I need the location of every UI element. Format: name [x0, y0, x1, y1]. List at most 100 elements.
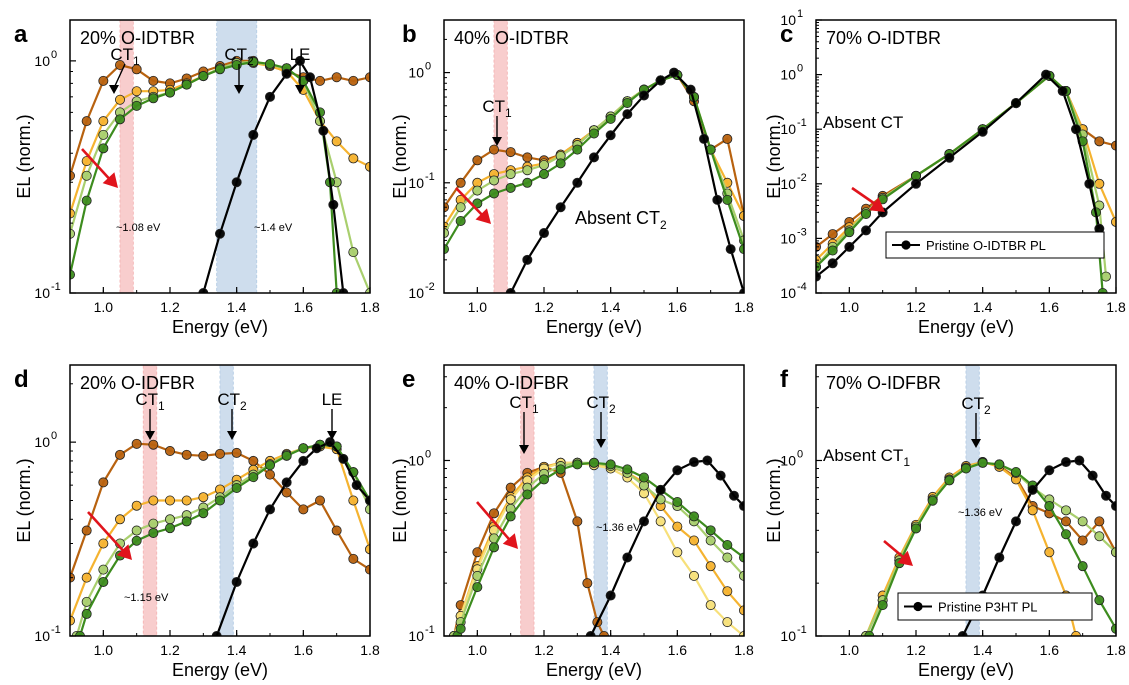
- annotation-label: LE: [290, 45, 311, 64]
- data-point: [1044, 501, 1055, 512]
- data-point: [148, 495, 159, 506]
- data-point: [877, 600, 888, 611]
- data-point: [164, 87, 175, 98]
- data-point: [1094, 531, 1105, 542]
- data-point: [712, 194, 723, 205]
- x-axis-label: Energy (eV): [918, 660, 1014, 680]
- data-point: [1101, 490, 1112, 501]
- plot-frame: [815, 364, 1117, 637]
- annotation-subscript: 2: [984, 403, 991, 417]
- legend-label: Pristine O-IDTBR PL: [926, 238, 1046, 253]
- data-point: [348, 247, 359, 258]
- series-line-1: [452, 465, 605, 636]
- data-point: [705, 561, 716, 572]
- annotation-arrow-head: [145, 431, 155, 440]
- annotation-arrow-head: [492, 137, 502, 146]
- data-point: [298, 504, 309, 515]
- data-point: [488, 175, 499, 186]
- x-tick-label: 1.4: [227, 642, 247, 658]
- data-point: [1061, 529, 1072, 540]
- annotation-label: LE: [322, 390, 343, 409]
- y-axis-label: EL (norm.): [390, 114, 410, 198]
- data-point: [1111, 140, 1116, 151]
- data-point: [622, 464, 633, 475]
- data-point: [522, 152, 533, 163]
- data-point: [927, 495, 938, 506]
- legend-marker: [901, 240, 911, 250]
- data-point: [599, 631, 609, 636]
- data-point: [672, 465, 683, 476]
- data-point: [864, 631, 875, 636]
- data-point: [705, 525, 716, 536]
- data-point: [181, 449, 192, 460]
- data-point: [827, 258, 838, 269]
- data-point: [115, 114, 126, 125]
- y-tick-label: 10: [34, 628, 50, 644]
- y-tick-exponent: -1: [51, 624, 61, 636]
- x-tick-label: 1.4: [601, 299, 621, 315]
- x-tick-label: 1.0: [468, 642, 488, 658]
- data-point: [314, 495, 325, 506]
- annotation-label: CT1: [110, 45, 140, 68]
- data-point: [725, 244, 736, 255]
- data-point: [722, 617, 733, 628]
- data-point: [977, 126, 988, 137]
- data-point: [131, 86, 142, 97]
- panel-title: 70% O-IDTBR: [826, 28, 941, 48]
- data-point: [248, 129, 259, 140]
- plot-frame: [443, 364, 745, 637]
- data-point: [98, 75, 109, 86]
- data-point: [572, 144, 583, 155]
- data-point: [181, 495, 192, 506]
- data-point: [572, 177, 583, 188]
- data-point: [214, 228, 225, 239]
- data-point: [957, 631, 968, 636]
- y-tick-label: 10: [34, 53, 50, 69]
- data-point: [148, 439, 159, 450]
- absent-label: Absent CT1: [823, 446, 910, 469]
- x-tick-label: 1.2: [906, 642, 926, 658]
- data-point: [311, 443, 322, 454]
- series-line-2: [864, 460, 1078, 636]
- data-point: [827, 245, 838, 256]
- data-point: [715, 470, 726, 481]
- data-point: [861, 225, 872, 236]
- panel-letter: f: [780, 366, 789, 393]
- data-point: [539, 160, 550, 171]
- y-tick-label: 10: [408, 452, 424, 468]
- annotation-label: CT2: [586, 393, 616, 416]
- annotation-arrow-head: [327, 431, 337, 440]
- data-point: [298, 443, 309, 454]
- series-line-4: [816, 74, 1104, 293]
- series-line-4: [868, 461, 1116, 636]
- legend-label: Pristine P3HT PL: [938, 600, 1037, 615]
- data-point: [722, 586, 733, 597]
- data-point: [639, 516, 650, 527]
- data-point: [844, 227, 855, 238]
- x-tick-label: 1.2: [534, 299, 554, 315]
- data-point: [672, 547, 683, 558]
- trend-arrow-head: [897, 550, 913, 566]
- data-point: [1094, 178, 1105, 189]
- data-point: [214, 64, 225, 75]
- x-tick-label: 1.6: [294, 642, 314, 658]
- plot-frame: [443, 19, 745, 294]
- data-point: [1061, 516, 1072, 527]
- data-point: [198, 508, 209, 519]
- data-point: [348, 553, 359, 564]
- data-point: [181, 79, 192, 90]
- data-point: [214, 448, 225, 459]
- data-point: [98, 564, 109, 575]
- y-axis-label: EL (norm.): [14, 114, 34, 198]
- y-tick-exponent: -1: [425, 624, 435, 636]
- data-point: [331, 136, 342, 147]
- data-point: [522, 165, 533, 176]
- series-group: [444, 67, 744, 293]
- x-tick-label: 1.6: [294, 299, 314, 315]
- y-tick-label: 10: [780, 452, 796, 468]
- data-point: [148, 75, 159, 86]
- annotation-arrow-head: [295, 85, 305, 94]
- y-tick-exponent: -3: [797, 226, 807, 238]
- x-tick-label: 1.6: [668, 642, 688, 658]
